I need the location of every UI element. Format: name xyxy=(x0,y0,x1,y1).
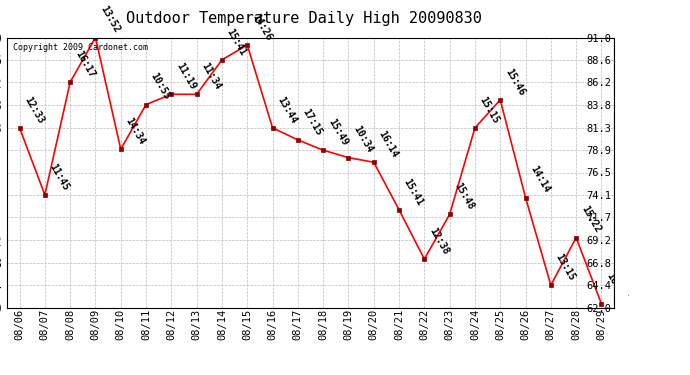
Text: 10:55: 10:55 xyxy=(149,71,172,102)
Text: 15:41: 15:41 xyxy=(402,177,425,207)
Text: 16:14: 16:14 xyxy=(377,129,400,159)
Text: Outdoor Temperature Daily High 20090830: Outdoor Temperature Daily High 20090830 xyxy=(126,11,482,26)
Text: 13:15: 13:15 xyxy=(553,252,577,282)
Text: 16:17: 16:17 xyxy=(73,49,97,80)
Text: 12:33: 12:33 xyxy=(22,94,46,125)
Text: 14:34: 14:34 xyxy=(124,116,147,147)
Text: 17:15: 17:15 xyxy=(301,107,324,137)
Text: 15:49: 15:49 xyxy=(326,117,349,147)
Text: 15:46: 15:46 xyxy=(503,67,526,97)
Text: 16:37: 16:37 xyxy=(604,270,628,301)
Text: 14:14: 14:14 xyxy=(529,164,552,195)
Text: 11:34: 11:34 xyxy=(199,61,223,92)
Text: 15:15: 15:15 xyxy=(477,94,501,125)
Text: 12:38: 12:38 xyxy=(427,226,451,256)
Text: 15:48: 15:48 xyxy=(453,181,476,212)
Text: 10:34: 10:34 xyxy=(351,124,375,155)
Text: 15:41: 15:41 xyxy=(225,27,248,57)
Text: 13:44: 13:44 xyxy=(275,94,299,125)
Text: 11:45: 11:45 xyxy=(48,162,71,192)
Text: 13:52: 13:52 xyxy=(98,4,121,35)
Text: Copyright 2009 Cardonet.com: Copyright 2009 Cardonet.com xyxy=(13,43,148,52)
Text: 11:19: 11:19 xyxy=(174,61,197,92)
Text: 14:26: 14:26 xyxy=(250,12,273,42)
Text: 15:22: 15:22 xyxy=(579,204,602,235)
